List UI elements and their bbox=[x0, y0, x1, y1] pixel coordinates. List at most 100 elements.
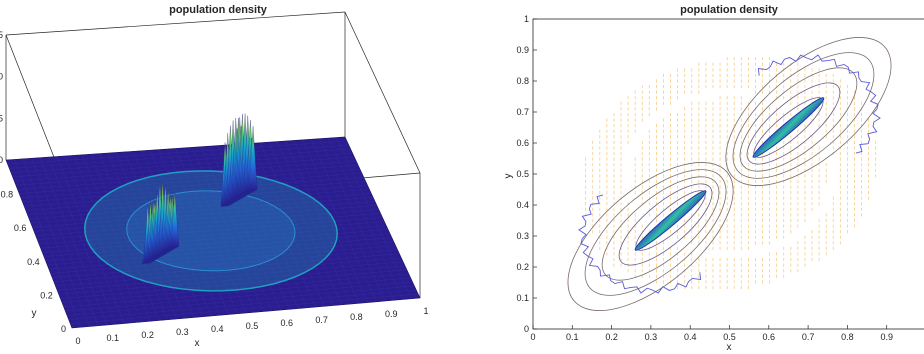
mesh-line bbox=[209, 146, 281, 311]
contour-line bbox=[584, 169, 727, 296]
y-tick-label: 0.5 bbox=[516, 169, 529, 179]
contour-line bbox=[732, 52, 875, 179]
contour-line bbox=[739, 67, 858, 172]
y-tick-label: 0.8 bbox=[516, 76, 529, 86]
y-tick-label: 0.7 bbox=[516, 107, 529, 117]
surface-ticks: 0 0.1 0.2 0.3 0.4 0.5 0.6 0.7 0.8 0.9 100.20.40.60… bbox=[0, 30, 429, 346]
y-tick-label: 0 bbox=[524, 324, 529, 334]
x-tick-label: 0 bbox=[75, 336, 80, 346]
mesh-line bbox=[7, 140, 347, 165]
y-tick-label: 0.6 bbox=[14, 223, 27, 233]
surface-xlabel: x bbox=[195, 338, 200, 349]
density-band bbox=[634, 190, 707, 251]
mesh-line bbox=[32, 201, 376, 228]
mesh-line bbox=[19, 169, 361, 194]
y-tick-label: 0.2 bbox=[40, 290, 53, 300]
mesh-line bbox=[251, 143, 325, 307]
y-tick-label: 0.1 bbox=[516, 293, 529, 303]
contour-line bbox=[601, 176, 720, 281]
mesh-line bbox=[293, 140, 368, 303]
surface-title: population density bbox=[169, 4, 268, 16]
mesh-line bbox=[260, 142, 334, 306]
contour-ticks: 0 0.1 0.2 0.3 0.4 0.5 0.6 0.7 0.8 0.9 1 0 0.1 0.2 0.3 0… bbox=[516, 14, 924, 342]
mesh-line bbox=[327, 138, 403, 300]
density-ring bbox=[625, 91, 834, 257]
ring-gap bbox=[625, 91, 834, 257]
contour-line bbox=[725, 37, 892, 186]
y-tick-label: 1 bbox=[524, 14, 529, 24]
mesh-line bbox=[192, 147, 264, 312]
x-tick-label: 0 bbox=[530, 332, 535, 342]
mesh-line bbox=[27, 189, 370, 215]
z-tick-label: 10 bbox=[0, 72, 3, 82]
y-tick-label: 0 bbox=[61, 324, 66, 334]
mesh-line bbox=[14, 156, 355, 182]
x-tick-label: 0.9 bbox=[385, 309, 398, 319]
x-tick-label: 0.7 bbox=[802, 332, 815, 342]
x-tick-label: 0.1 bbox=[107, 333, 120, 343]
y-tick-label: 0.9 bbox=[516, 45, 529, 55]
mesh-line bbox=[277, 141, 351, 305]
contour-line bbox=[618, 183, 713, 266]
mesh-line bbox=[29, 193, 372, 219]
mesh-line bbox=[268, 142, 342, 305]
mesh-line bbox=[25, 185, 368, 211]
x-tick-label: 0.9 bbox=[880, 332, 893, 342]
y-tick-label: 0.3 bbox=[516, 231, 529, 241]
mesh-line bbox=[9, 144, 349, 169]
y-tick-label: 0.8 bbox=[1, 190, 14, 200]
mesh-line bbox=[15, 160, 357, 186]
mesh-line bbox=[17, 165, 359, 190]
box-edge-top bbox=[5, 11, 346, 36]
x-tick-label: 0.7 bbox=[315, 315, 328, 325]
mesh-line bbox=[38, 217, 383, 245]
y-tick-label: 0.4 bbox=[27, 257, 40, 267]
box-edge-top bbox=[344, 11, 421, 174]
x-tick-label: 0.8 bbox=[841, 332, 854, 342]
density-band bbox=[752, 97, 825, 158]
contour-chart: population density 0 0.1 0.2 0.3 0.4 0.5 0.6 0.… bbox=[503, 4, 924, 353]
x-tick-label: 0.3 bbox=[645, 332, 658, 342]
x-tick-label: 0.6 bbox=[763, 332, 776, 342]
quiver-field bbox=[585, 57, 877, 290]
x-tick-label: 0.8 bbox=[350, 312, 363, 322]
mesh-line bbox=[302, 139, 377, 302]
surface-floor bbox=[5, 136, 421, 329]
peak-spike bbox=[248, 126, 258, 191]
x-tick-label: 0.2 bbox=[605, 332, 618, 342]
mesh-line bbox=[35, 209, 379, 236]
mesh-line bbox=[20, 173, 362, 198]
x-tick-label: 1 bbox=[423, 306, 428, 316]
z-tick-label: 5 bbox=[0, 113, 3, 123]
y-tick-label: 0.6 bbox=[516, 138, 529, 148]
mesh-line bbox=[24, 181, 366, 207]
mesh-line bbox=[34, 205, 377, 232]
contour-xlabel: x bbox=[727, 342, 732, 353]
mesh-line bbox=[310, 139, 386, 302]
mesh-line bbox=[12, 152, 353, 177]
x-tick-label: 0.3 bbox=[176, 327, 189, 337]
z-tick-label: 15 bbox=[0, 30, 3, 40]
x-tick-label: 0.6 bbox=[281, 318, 294, 328]
outer-contour bbox=[578, 194, 702, 294]
mesh-line bbox=[30, 197, 374, 224]
mesh-line bbox=[22, 177, 364, 203]
mesh-line bbox=[200, 146, 273, 311]
z-tick-label: 0 bbox=[0, 155, 3, 165]
peak-spike bbox=[170, 192, 180, 248]
surface-chart: population density 0 0.1 0.2 0.3 0.4 0.5 0.6 0.… bbox=[0, 4, 429, 349]
contour-line bbox=[567, 162, 734, 311]
mesh-line bbox=[183, 147, 255, 313]
y-tick-label: 0.4 bbox=[516, 200, 529, 210]
contour-lines bbox=[567, 37, 892, 311]
contour-title: population density bbox=[680, 4, 779, 16]
mesh-line bbox=[37, 213, 381, 240]
mesh-line bbox=[10, 148, 351, 173]
x-tick-label: 0.5 bbox=[246, 321, 259, 331]
x-tick-label: 0.1 bbox=[566, 332, 579, 342]
contour-line bbox=[746, 82, 841, 165]
x-tick-label: 0.4 bbox=[211, 324, 224, 334]
x-tick-label: 0.5 bbox=[723, 332, 736, 342]
outer-contour bbox=[757, 54, 881, 154]
